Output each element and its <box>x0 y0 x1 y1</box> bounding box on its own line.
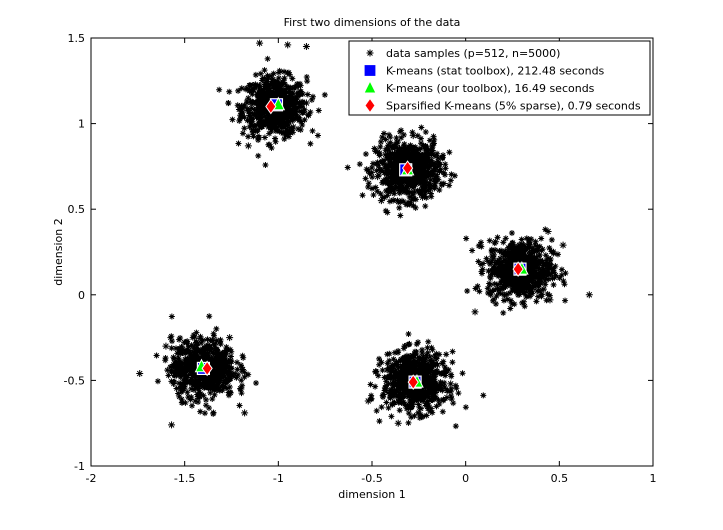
y-tick-label: -1 <box>74 460 85 473</box>
data-sample-point <box>559 241 567 249</box>
legend-label: K-means (our toolbox), 16.49 seconds <box>386 82 595 95</box>
x-axis-label: dimension 1 <box>338 488 405 501</box>
diamond-marker <box>512 261 524 277</box>
data-sample-point <box>377 197 385 205</box>
data-sample-point <box>136 370 144 378</box>
data-sample-point <box>364 397 372 405</box>
legend-label: K-means (stat toolbox), 212.48 seconds <box>386 65 605 78</box>
diamond-marker <box>401 160 414 176</box>
data-sample-point <box>471 308 479 316</box>
chart-title: First two dimensions of the data <box>284 16 461 29</box>
legend-label: data samples (p=512, n=5000) <box>386 47 560 60</box>
y-axis-label: dimension 2 <box>52 218 65 285</box>
data-sample-point <box>447 380 455 388</box>
data-samples-layer <box>136 39 593 430</box>
legend-box <box>348 40 651 116</box>
axis-ticks: -2 -1.5 -1 -0.5 0 0.5 1 -1 -0.5 0 0.5 1 1.5 <box>64 32 657 485</box>
y-tick-label: 1 <box>78 118 85 131</box>
data-sample-point <box>443 394 451 402</box>
data-sample-point <box>585 291 593 299</box>
data-sample-point <box>244 142 252 150</box>
data-sample-point <box>226 334 234 342</box>
data-sample-point <box>394 419 402 427</box>
x-tick-label: -2 <box>86 472 97 485</box>
diamond-marker <box>265 98 277 115</box>
x-tick-label: -1.5 <box>174 472 195 485</box>
data-sample-point <box>241 409 249 417</box>
data-sample-point <box>372 368 380 376</box>
data-sample-point <box>546 296 554 304</box>
data-sample-point <box>492 238 500 246</box>
diamond-marker <box>201 360 213 377</box>
legend-marker-square <box>363 63 377 78</box>
y-tick-label: 1.5 <box>68 32 86 45</box>
diamond-marker <box>407 374 419 390</box>
data-sample-point <box>544 227 552 235</box>
data-sample-point <box>302 43 310 51</box>
data-sample-point <box>256 39 264 47</box>
x-tick-label: 0 <box>462 472 469 485</box>
legend-marker-star <box>366 49 374 57</box>
y-tick-label: -0.5 <box>64 374 85 387</box>
sample-cloud <box>153 55 569 430</box>
data-sample-point <box>374 173 382 181</box>
data-sample-point <box>435 168 443 176</box>
data-sample-point <box>237 385 245 393</box>
x-tick-label: -0.5 <box>361 472 382 485</box>
y-tick-label: 0.5 <box>68 203 86 216</box>
data-sample-point <box>434 361 442 369</box>
data-sample-point <box>289 123 297 131</box>
x-tick-label: -1 <box>273 472 284 485</box>
y-tick-label: 0 <box>78 289 85 302</box>
data-sample-point <box>419 193 427 201</box>
data-sample-point <box>284 41 292 49</box>
x-tick-label: 1 <box>650 472 657 485</box>
legend-marker-triangle <box>363 79 377 94</box>
data-sample-point <box>409 132 417 140</box>
legend-label: Sparsified K-means (5% sparse), 0.79 sec… <box>386 100 641 113</box>
data-sample-point <box>387 188 395 196</box>
data-sample-point <box>168 421 176 429</box>
centroid-markers-layer <box>194 96 529 390</box>
data-sample-point <box>302 99 310 107</box>
x-tick-label: 0.5 <box>551 472 569 485</box>
data-sample-point <box>162 342 170 350</box>
legend: data samples (p=512, n=5000) K-means (sta… <box>348 40 651 116</box>
legend-marker-diamond <box>364 97 376 114</box>
